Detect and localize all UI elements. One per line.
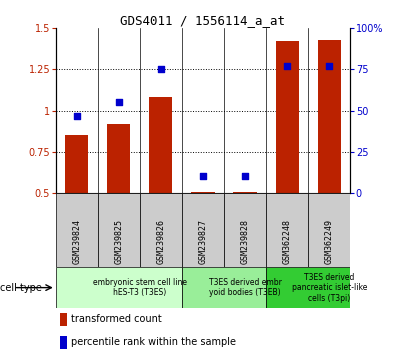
Bar — [234, 192, 257, 193]
Bar — [149, 97, 172, 193]
Text: GSM239828: GSM239828 — [240, 218, 250, 263]
Point — [326, 63, 332, 69]
Bar — [60, 313, 67, 326]
Text: GSM362248: GSM362248 — [283, 218, 292, 263]
Text: transformed count: transformed count — [71, 314, 162, 325]
Text: GSM239825: GSM239825 — [114, 218, 123, 263]
Text: percentile rank within the sample: percentile rank within the sample — [71, 337, 236, 348]
Point — [284, 63, 290, 69]
Point — [242, 173, 248, 179]
Text: GSM239824: GSM239824 — [72, 218, 81, 263]
Point — [158, 67, 164, 72]
Text: T3ES derived
pancreatic islet-like
cells (T3pi): T3ES derived pancreatic islet-like cells… — [291, 273, 367, 303]
Bar — [60, 336, 67, 349]
Text: T3ES derived embr
yoid bodies (T3EB): T3ES derived embr yoid bodies (T3EB) — [209, 278, 281, 297]
Bar — [318, 40, 341, 193]
Bar — [56, 267, 182, 308]
Bar — [224, 193, 266, 267]
Text: GSM362249: GSM362249 — [325, 218, 334, 263]
Point — [74, 113, 80, 118]
Bar — [266, 193, 308, 267]
Point — [200, 173, 206, 179]
Bar — [308, 193, 350, 267]
Text: cell type: cell type — [0, 282, 42, 293]
Text: GSM239826: GSM239826 — [156, 218, 166, 263]
Text: embryonic stem cell line
hES-T3 (T3ES): embryonic stem cell line hES-T3 (T3ES) — [93, 278, 187, 297]
Text: GSM239827: GSM239827 — [199, 218, 207, 263]
Bar — [266, 267, 350, 308]
Bar — [65, 135, 88, 193]
Title: GDS4011 / 1556114_a_at: GDS4011 / 1556114_a_at — [121, 14, 285, 27]
Bar — [56, 193, 98, 267]
Bar — [275, 41, 298, 193]
Bar — [140, 193, 182, 267]
Bar — [107, 124, 131, 193]
Bar — [98, 193, 140, 267]
Bar — [182, 193, 224, 267]
Point — [116, 99, 122, 105]
Bar — [191, 192, 215, 193]
Bar — [182, 267, 266, 308]
